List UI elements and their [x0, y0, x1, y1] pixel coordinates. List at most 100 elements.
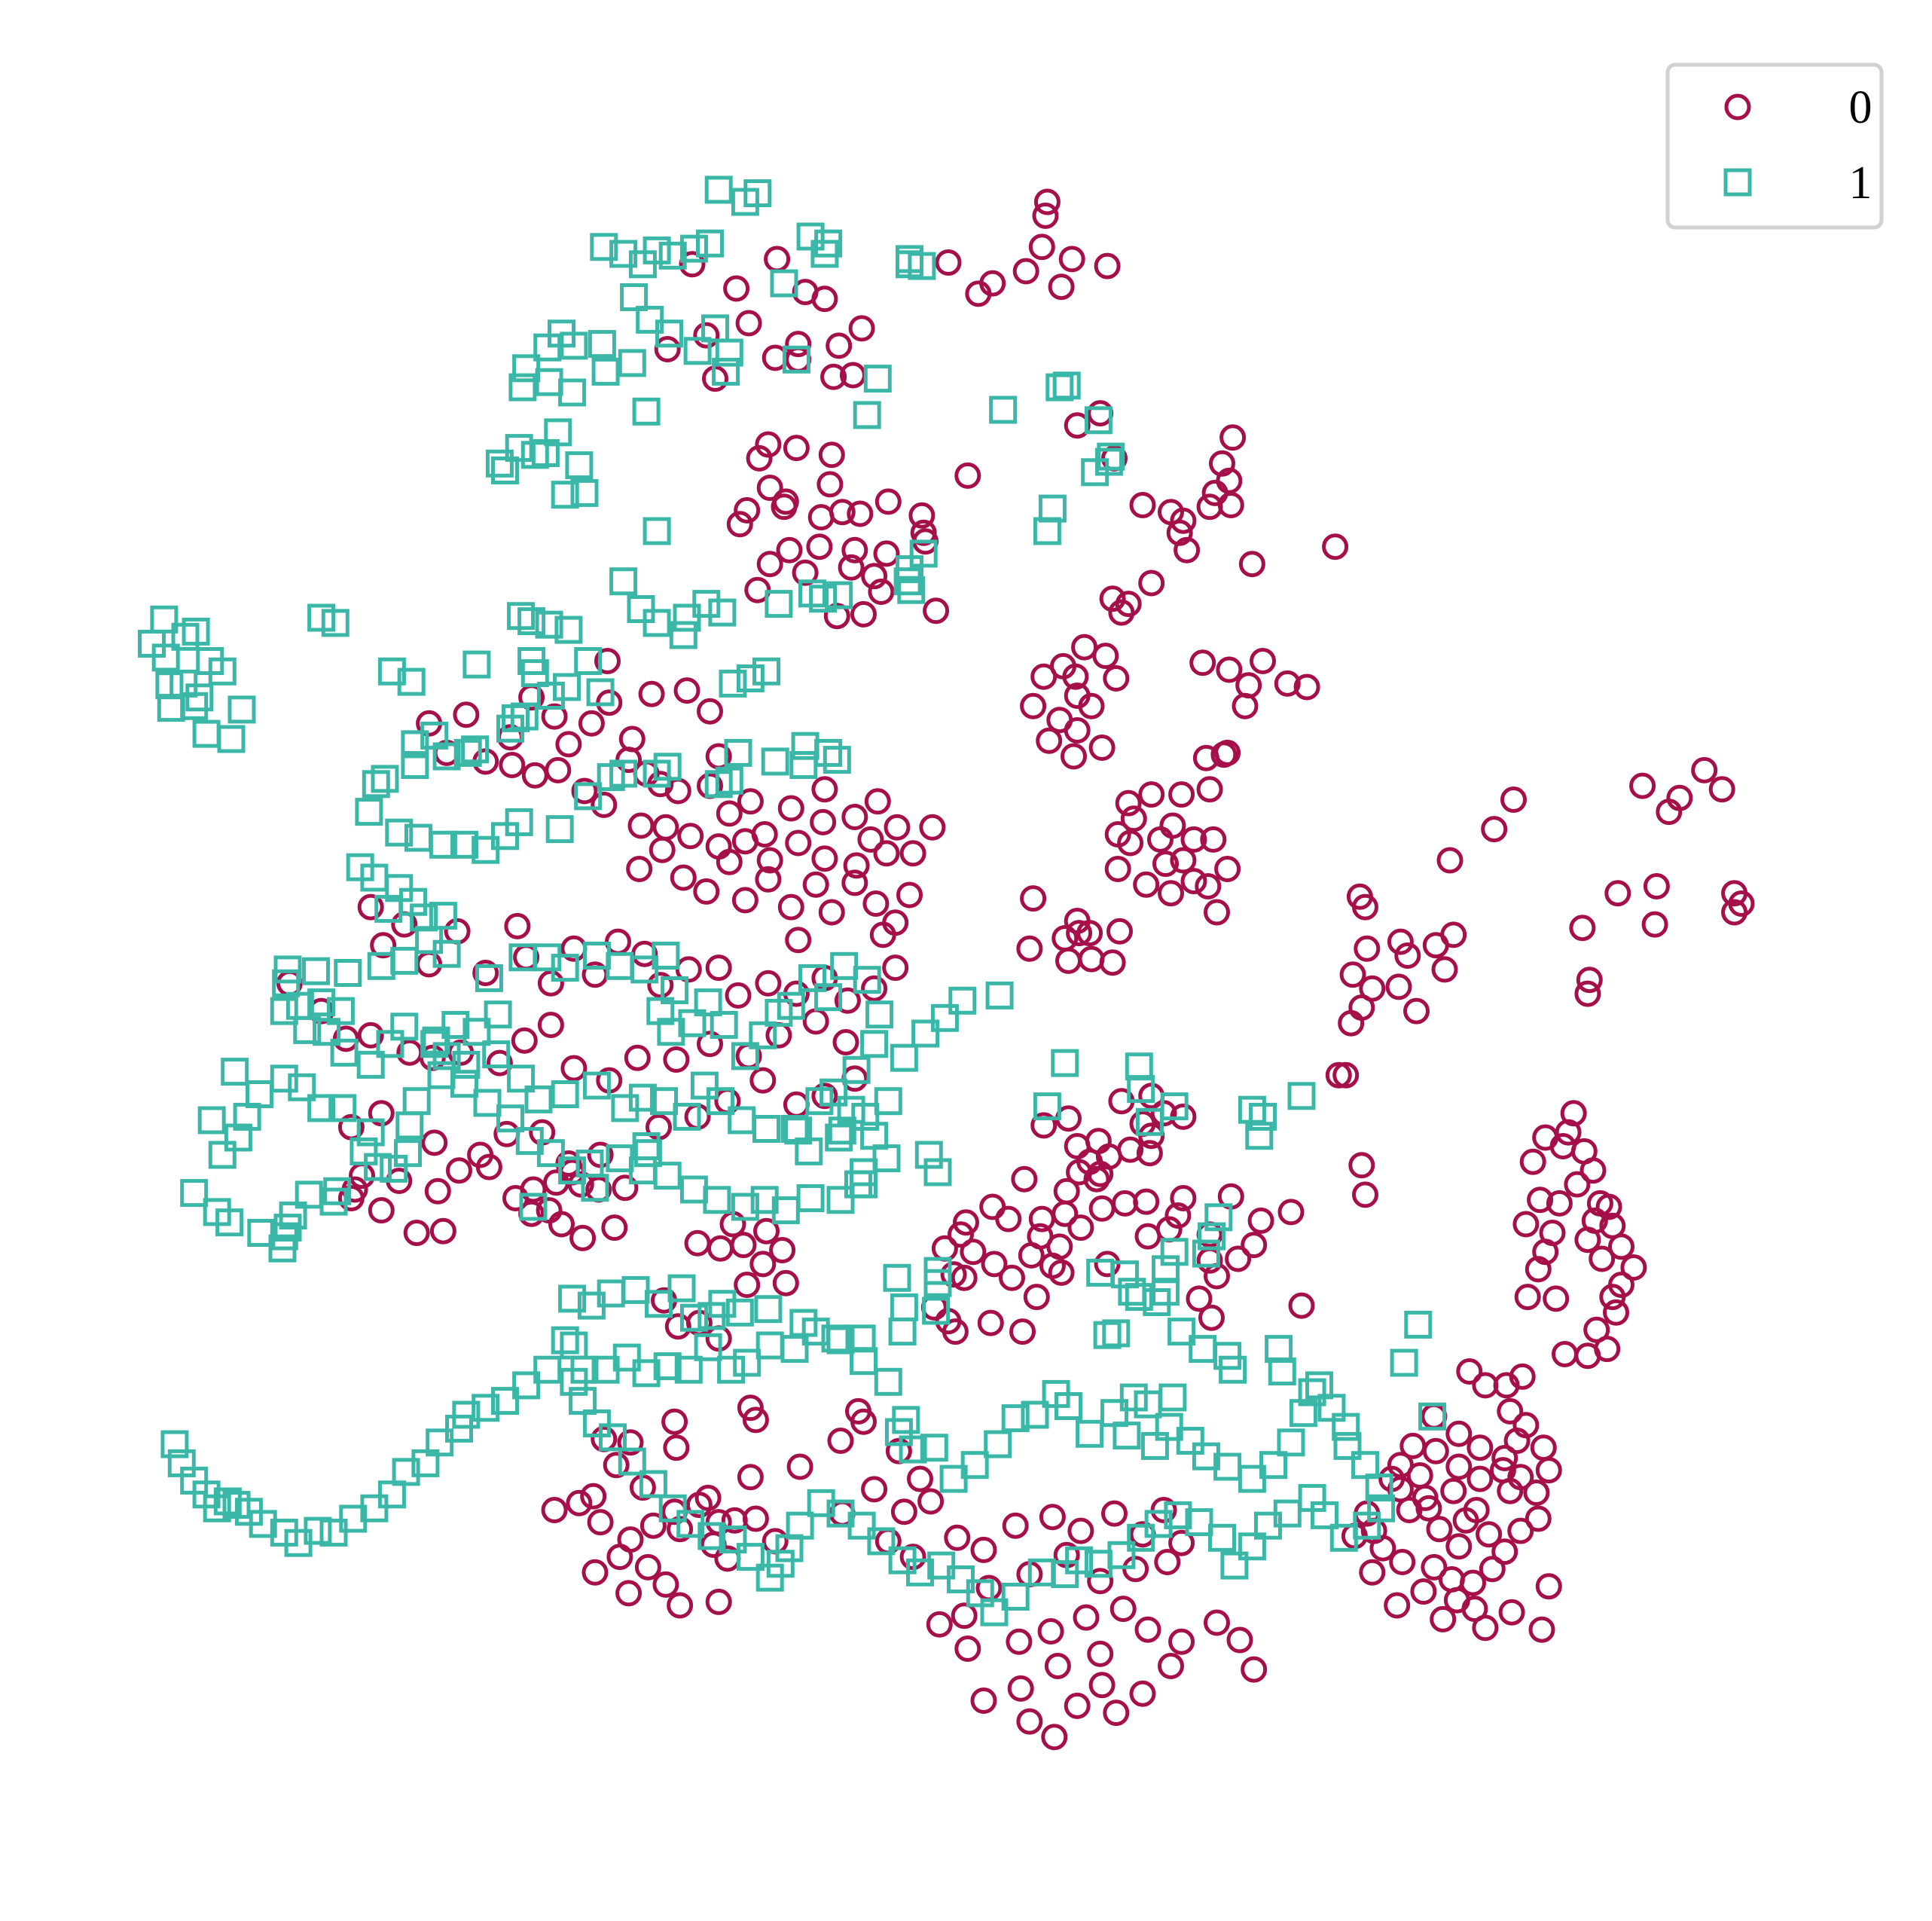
data-point: [401, 751, 429, 779]
data-point: [446, 1157, 472, 1184]
data-point: [1039, 1504, 1066, 1531]
data-point: [551, 481, 579, 509]
data-point: [337, 1185, 365, 1211]
data-point: [670, 864, 697, 891]
data-point: [1497, 1397, 1524, 1425]
data-point: [769, 1237, 796, 1263]
data-point: [462, 1018, 491, 1046]
data-point: [1134, 1616, 1161, 1643]
data-point: [888, 1318, 917, 1346]
data-point: [520, 659, 549, 688]
data-point: [1108, 599, 1135, 626]
data-point: [1198, 1304, 1225, 1331]
data-point: [814, 983, 843, 1012]
data-point: [985, 981, 1014, 1009]
data-point: [512, 1371, 541, 1400]
data-point: [612, 1174, 639, 1202]
data-point: [1092, 643, 1119, 670]
data-point: [811, 776, 838, 803]
data-point: [922, 1296, 951, 1325]
data-point: [694, 1484, 722, 1511]
data-point: [1277, 1428, 1305, 1457]
data-point: [574, 647, 603, 675]
data-point: [861, 563, 888, 590]
data-point: [847, 500, 874, 527]
data-point: [1152, 851, 1179, 878]
data-point: [590, 233, 618, 261]
data-point: [545, 756, 572, 783]
data-point: [507, 1064, 536, 1093]
data-point: [705, 954, 732, 982]
data-point: [736, 1543, 765, 1571]
data-point: [1289, 1399, 1317, 1428]
data-point: [841, 869, 868, 896]
data-point: [472, 1394, 500, 1422]
data-point: [707, 1087, 734, 1116]
data-point: [884, 814, 911, 841]
data-point: [762, 1528, 789, 1555]
data-point: [970, 1536, 997, 1563]
data-point: [1120, 805, 1147, 832]
data-point: [1390, 1348, 1418, 1377]
data-point: [180, 1179, 209, 1208]
data-point: [450, 830, 478, 859]
data-point: [707, 1235, 734, 1262]
data-point: [679, 251, 706, 278]
data-point: [652, 1571, 679, 1598]
data-point: [703, 1186, 731, 1214]
data-point: [1387, 928, 1414, 955]
data-point: [948, 986, 977, 1015]
data-point: [761, 747, 789, 776]
data-point: [565, 451, 594, 480]
data-point: [731, 887, 758, 914]
data-point: [1512, 1211, 1540, 1238]
data-point: [1332, 1061, 1360, 1089]
data-point: [548, 1211, 575, 1238]
data-point: [508, 373, 537, 402]
data-point: [736, 664, 765, 692]
data-point: [349, 1162, 375, 1190]
data-point: [1219, 1355, 1247, 1384]
data-point: [444, 918, 471, 945]
data-point: [948, 1221, 974, 1248]
data-point: [1552, 1341, 1578, 1367]
data-point: [890, 1293, 918, 1321]
data-point: [453, 738, 482, 767]
data-point: [1574, 1226, 1601, 1254]
data-point: [724, 738, 752, 767]
data-point: [810, 808, 837, 835]
data-point: [1078, 945, 1105, 973]
data-point: [397, 667, 426, 696]
data-point: [1176, 1427, 1204, 1455]
data-point: [1422, 932, 1449, 959]
data-point: [930, 1003, 959, 1032]
data-point: [1467, 1434, 1494, 1461]
data-point: [1339, 961, 1366, 988]
data-point: [362, 770, 390, 799]
data-point: [1041, 1724, 1068, 1751]
data-point: [935, 249, 962, 276]
data-point: [663, 1434, 690, 1461]
data-point: [429, 1217, 456, 1245]
data-point: [1241, 1656, 1268, 1683]
data-point: [746, 444, 773, 472]
data-point: [807, 504, 835, 531]
data-point: [853, 966, 881, 994]
data-point: [1160, 1238, 1189, 1266]
data-point: [795, 1137, 823, 1165]
data-point: [927, 1551, 956, 1580]
data-point: [394, 1139, 422, 1168]
data-point: [807, 1489, 835, 1517]
data-point: [441, 1011, 470, 1039]
data-point: [828, 1116, 856, 1145]
data-point: [1249, 1102, 1277, 1131]
data-point: [551, 1326, 579, 1354]
data-point: [1431, 956, 1458, 983]
data-point: [1232, 692, 1259, 719]
data-point: [157, 694, 185, 722]
data-point: [712, 357, 740, 386]
legend-frame: [1665, 63, 1884, 230]
data-point: [661, 1408, 688, 1435]
data-point: [1527, 1186, 1554, 1214]
data-point: [658, 241, 687, 270]
